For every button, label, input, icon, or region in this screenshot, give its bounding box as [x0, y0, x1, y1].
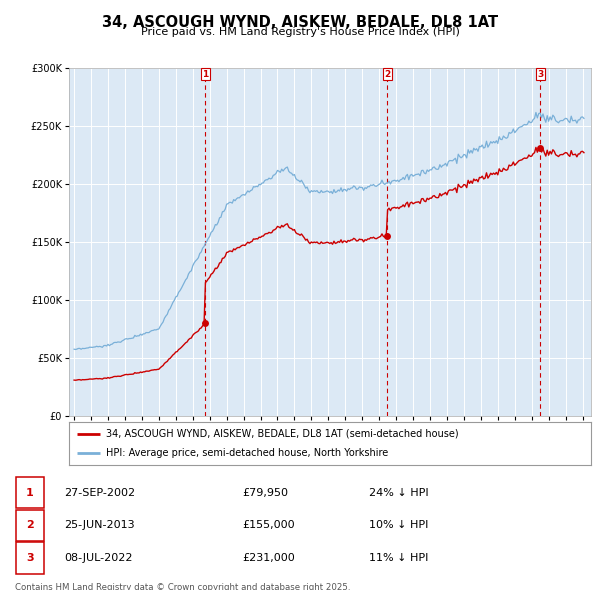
- Text: 08-JUL-2022: 08-JUL-2022: [64, 553, 133, 563]
- Text: Contains HM Land Registry data © Crown copyright and database right 2025.
This d: Contains HM Land Registry data © Crown c…: [15, 583, 350, 590]
- Text: £231,000: £231,000: [242, 553, 295, 563]
- Text: 2: 2: [384, 70, 391, 78]
- Text: £155,000: £155,000: [242, 520, 295, 530]
- Text: 11% ↓ HPI: 11% ↓ HPI: [369, 553, 428, 563]
- Text: 2: 2: [26, 520, 34, 530]
- Text: 1: 1: [26, 488, 34, 497]
- Text: 10% ↓ HPI: 10% ↓ HPI: [369, 520, 428, 530]
- Text: 27-SEP-2002: 27-SEP-2002: [64, 488, 135, 497]
- Text: HPI: Average price, semi-detached house, North Yorkshire: HPI: Average price, semi-detached house,…: [106, 448, 388, 458]
- Text: Price paid vs. HM Land Registry's House Price Index (HPI): Price paid vs. HM Land Registry's House …: [140, 27, 460, 37]
- Text: 25-JUN-2013: 25-JUN-2013: [64, 520, 134, 530]
- FancyBboxPatch shape: [16, 542, 44, 574]
- Text: 3: 3: [26, 553, 34, 563]
- Text: 34, ASCOUGH WYND, AISKEW, BEDALE, DL8 1AT: 34, ASCOUGH WYND, AISKEW, BEDALE, DL8 1A…: [102, 15, 498, 30]
- Text: £79,950: £79,950: [242, 488, 289, 497]
- Text: 34, ASCOUGH WYND, AISKEW, BEDALE, DL8 1AT (semi-detached house): 34, ASCOUGH WYND, AISKEW, BEDALE, DL8 1A…: [106, 429, 458, 439]
- FancyBboxPatch shape: [16, 510, 44, 541]
- Text: 24% ↓ HPI: 24% ↓ HPI: [369, 488, 429, 497]
- FancyBboxPatch shape: [16, 477, 44, 509]
- Text: 1: 1: [202, 70, 208, 78]
- Text: 3: 3: [538, 70, 544, 78]
